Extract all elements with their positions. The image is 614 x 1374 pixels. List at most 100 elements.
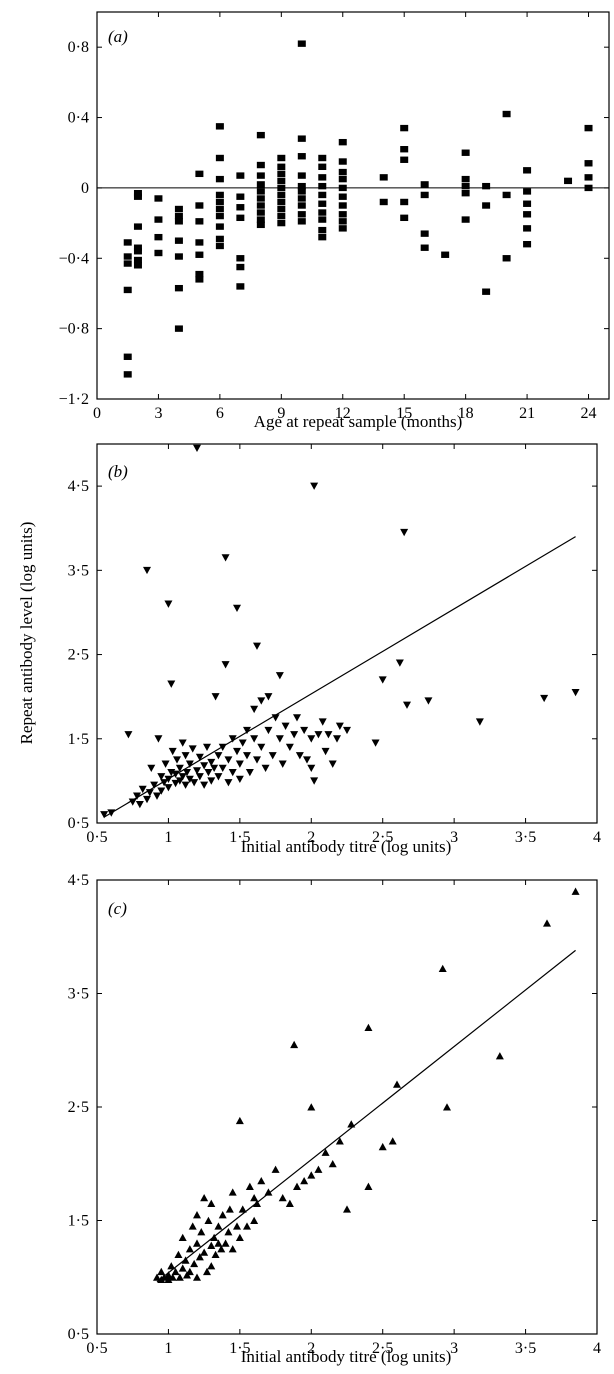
data-point <box>333 735 341 743</box>
data-point <box>338 211 347 218</box>
data-point <box>256 216 265 223</box>
data-point <box>195 773 204 781</box>
data-point <box>318 200 327 207</box>
y-tick-label: 1·5 <box>68 1213 89 1230</box>
data-point <box>188 1222 197 1230</box>
data-point <box>307 735 316 743</box>
data-point <box>175 1273 184 1281</box>
x-tick-label: 2 <box>307 1340 315 1357</box>
x-tick-label: 1 <box>164 829 172 846</box>
data-point <box>178 1233 187 1242</box>
data-point <box>278 1194 287 1202</box>
x-tick-label: 0 <box>93 405 101 422</box>
data-point <box>181 1256 190 1264</box>
data-point <box>307 1103 316 1111</box>
x-tick-label: 0·5 <box>86 829 107 846</box>
data-point <box>253 1199 261 1207</box>
data-point <box>215 154 224 162</box>
regression-line <box>156 949 576 1283</box>
data-point <box>225 1205 234 1213</box>
data-point <box>245 768 254 777</box>
data-point <box>210 764 219 773</box>
data-point <box>584 174 593 181</box>
data-point <box>523 225 532 232</box>
data-point <box>400 156 409 163</box>
data-point <box>256 209 265 216</box>
data-point <box>343 1205 351 1213</box>
data-point <box>318 154 327 162</box>
data-point <box>502 255 511 262</box>
data-point <box>318 226 327 234</box>
data-point <box>150 781 159 789</box>
data-point <box>178 1264 187 1272</box>
data-point <box>379 174 388 181</box>
data-point <box>482 182 491 190</box>
y-tick-label: 4·5 <box>68 478 89 495</box>
x-tick-label: 3 <box>450 829 458 846</box>
data-point <box>190 1259 199 1268</box>
data-point <box>250 1194 259 1202</box>
data-point <box>195 1253 204 1261</box>
x-tick-label: 6 <box>216 405 224 422</box>
data-point <box>221 554 230 562</box>
data-point <box>160 1273 169 1281</box>
data-point <box>228 768 237 777</box>
data-point <box>318 182 327 190</box>
panel-b-label: (b) <box>108 462 128 481</box>
data-point <box>153 1273 161 1281</box>
data-point <box>207 1241 216 1249</box>
data-point <box>584 124 593 132</box>
data-point <box>185 760 194 768</box>
data-point <box>181 781 190 789</box>
data-point <box>275 672 284 680</box>
data-point <box>461 182 470 190</box>
data-point <box>245 1182 254 1190</box>
data-point <box>218 764 227 773</box>
data-point <box>271 1165 280 1173</box>
data-point <box>211 1250 220 1259</box>
data-point <box>128 798 137 806</box>
x-tick-label: 3·5 <box>515 1340 536 1357</box>
data-point <box>256 172 265 179</box>
data-point <box>540 694 549 703</box>
data-point <box>400 528 409 537</box>
data-point <box>133 792 141 800</box>
data-point <box>482 288 491 295</box>
data-point <box>318 718 327 726</box>
x-tick-label: 2 <box>307 829 315 846</box>
data-point <box>174 212 183 220</box>
x-tick-label: 0·5 <box>86 1340 107 1357</box>
data-point <box>285 743 294 751</box>
data-point <box>133 248 142 255</box>
data-point <box>174 253 183 260</box>
data-point <box>195 239 204 246</box>
data-point <box>174 325 183 332</box>
data-point <box>400 214 409 222</box>
data-point <box>193 1211 201 1219</box>
data-point <box>203 743 211 751</box>
data-point <box>364 1182 373 1190</box>
data-point <box>400 124 409 132</box>
y-tick-label: −0·4 <box>59 250 89 267</box>
data-point <box>133 262 142 269</box>
y-tick-label: −1·2 <box>59 391 89 408</box>
y-tick-label: 2·5 <box>68 1099 89 1116</box>
data-point <box>224 779 233 787</box>
data-point <box>175 764 184 773</box>
data-point <box>338 158 347 165</box>
x-tick-label: 2·5 <box>372 1340 393 1357</box>
data-point <box>293 1182 301 1190</box>
data-point <box>277 212 286 220</box>
data-point <box>314 1165 323 1173</box>
data-point <box>502 110 511 118</box>
data-point <box>338 184 347 192</box>
data-point <box>157 1267 166 1276</box>
data-point <box>197 1228 206 1236</box>
data-point <box>178 739 187 747</box>
data-point <box>523 188 532 195</box>
data-point <box>564 177 573 185</box>
y-tick-label: 0·4 <box>68 110 89 127</box>
data-point <box>164 600 173 608</box>
data-point <box>228 1188 237 1196</box>
data-point <box>243 726 251 735</box>
